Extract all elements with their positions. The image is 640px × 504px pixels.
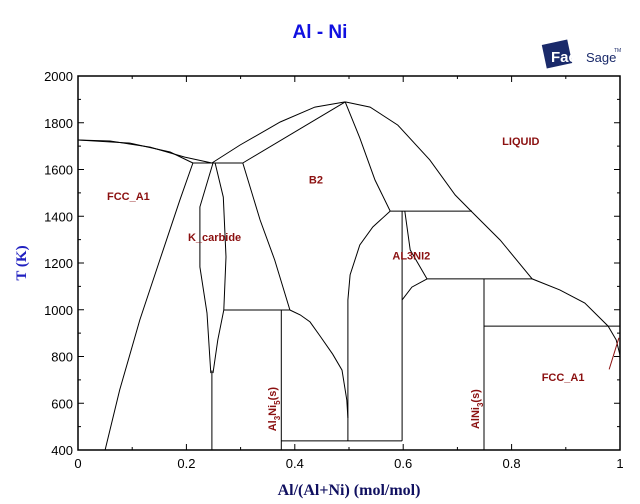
boundary-liquidus-ni-rich (77, 139, 213, 164)
boundary-b2-lower-left (289, 309, 349, 419)
boundary-k-carbide-right (212, 162, 227, 374)
compound-label-mid: Ni (470, 407, 482, 418)
x-tick-label: 1 (616, 456, 623, 471)
boundary-b2-peak-left (242, 101, 346, 164)
compound-label-end: (s) (470, 389, 482, 403)
x-tick-label: 0.2 (177, 456, 195, 471)
y-axis-label: T (K) (14, 245, 30, 280)
boundary-al3ni2-right (404, 211, 428, 280)
boundary-liquidus-b2-left (211, 101, 346, 164)
phase-boundaries (77, 101, 621, 451)
boundary-b2-left (242, 162, 291, 311)
plot-frame (77, 75, 621, 451)
y-tick-label: 1000 (44, 303, 73, 318)
y-tick-label: 1200 (44, 256, 73, 271)
phase-label: K_carbide (188, 232, 241, 244)
boundary-k-carbide-left (199, 162, 214, 374)
x-tick-label: 0 (74, 456, 81, 471)
compound-label-main: Al (470, 418, 482, 429)
logo-tm: TM (614, 48, 621, 54)
y-tick-label: 800 (51, 350, 73, 365)
compound-label-main: Al (267, 420, 279, 431)
phase-label: AL3NI2 (392, 250, 430, 262)
y-tick-label: 1800 (44, 116, 73, 131)
phase-label: FCC_A1 (107, 191, 150, 203)
boundary-b2-right-top (344, 101, 391, 212)
phase-label: FCC_A1 (542, 372, 585, 384)
y-tick-label: 600 (51, 396, 73, 411)
compound-label-end: (s) (267, 387, 279, 401)
logo-text-bold: Fact (551, 49, 582, 66)
label-leader-line (608, 337, 620, 370)
y-tick-label: 1400 (44, 209, 73, 224)
compound-label-sub2: 5 (273, 400, 282, 405)
y-tick-label: 2000 (44, 69, 73, 84)
x-tick-label: 0.6 (394, 456, 412, 471)
boundary-fcc-solidus (77, 139, 194, 164)
y-tick-label: 400 (51, 443, 73, 458)
boundary-al3ni2-lower (401, 278, 428, 301)
compound-label: AlNi3(s) (470, 389, 485, 429)
phase-label: LIQUID (502, 136, 539, 148)
x-axis-label: Al/(Al+Ni) (mol/mol) (278, 482, 421, 499)
factsage-logo: Fact Sage TM (541, 39, 621, 69)
axis-ticks: 0 0.2 0.4 0.6 0.8 140060080010001200140016001… (44, 69, 624, 471)
logo-text-light: Sage (586, 50, 616, 65)
x-tick-label: 0.8 (503, 456, 521, 471)
x-tick-label: 0.4 (286, 456, 304, 471)
boundary-liquidus-al-side (345, 101, 621, 356)
phase-labels: FCC_A1K_carbideB2LIQUIDAL3NI2FCC_A1Al3Ni… (107, 136, 584, 431)
compound-label: Al3Ni5(s) (267, 387, 282, 432)
compound-label-sub2: 3 (476, 402, 485, 407)
y-tick-label: 1600 (44, 163, 73, 178)
compound-label-mid: Ni (267, 405, 279, 416)
boundary-b2-right (347, 210, 391, 441)
boundary-fcc-solvus (104, 162, 194, 451)
phase-label: B2 (309, 175, 323, 187)
compound-label-sub1: 3 (273, 415, 282, 420)
chart-title: Al - Ni (293, 22, 348, 43)
logo-mark (541, 39, 573, 69)
